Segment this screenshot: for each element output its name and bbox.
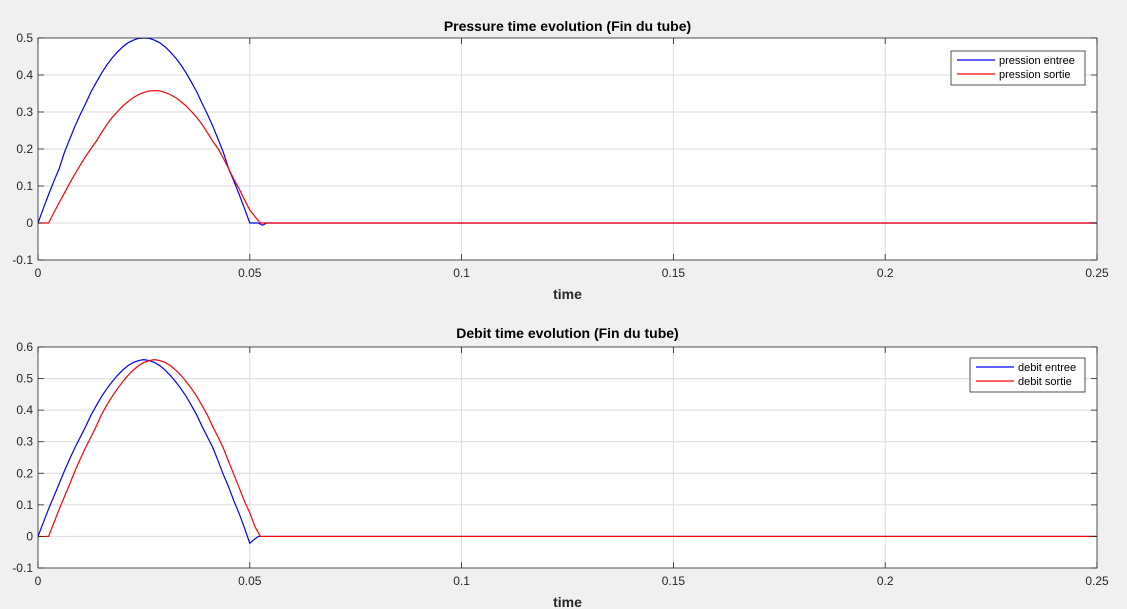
x-axis-label: time: [553, 286, 582, 302]
x-tick-label: 0.05: [238, 574, 262, 588]
y-tick-label: -0.1: [12, 561, 33, 575]
legend-box: [950, 50, 1086, 86]
y-tick-label: 0: [26, 216, 33, 230]
chart-2: 0 0.05 0.1 0.15 0.2 0.25-0.100.10.20.30.40.50…: [12, 325, 1109, 609]
y-tick-label: 0.1: [16, 498, 33, 512]
y-tick-label: 0.2: [16, 466, 33, 480]
x-tick-label: 0.15: [662, 574, 686, 588]
y-tick-label: -0.1: [12, 253, 33, 267]
x-axis-label: time: [553, 594, 582, 609]
y-tick-label: 0.2: [16, 142, 33, 156]
x-tick-label: 0.15: [662, 266, 686, 280]
y-tick-label: 0.5: [16, 372, 33, 386]
y-tick-label: 0: [26, 529, 33, 543]
y-tick-label: 0.3: [16, 435, 33, 449]
y-tick-label: 0.5: [16, 31, 33, 45]
plot-area: [38, 347, 1097, 568]
legend-box: [969, 357, 1086, 393]
x-tick-label: 0: [35, 574, 42, 588]
y-tick-label: 0.1: [16, 179, 33, 193]
series-line-pression-sortie: [38, 89, 1097, 224]
x-tick-label: 0.05: [238, 266, 262, 280]
chart-1: 0 0.05 0.1 0.15 0.2 0.25-0.100.10.20.30.40.5P…: [12, 18, 1109, 302]
y-tick-label: 0.4: [16, 68, 33, 82]
legend-entry: pression entree: [999, 55, 1075, 67]
y-tick-label: 0.3: [16, 105, 33, 119]
legend-entry: debit sortie: [1018, 376, 1072, 388]
x-tick-label: 0.25: [1085, 574, 1109, 588]
x-tick-label: 0.1: [453, 574, 470, 588]
series-line-debit-entree: [38, 359, 1097, 545]
chart-title: Debit time evolution (Fin du tube): [456, 325, 678, 341]
series-line-pression-entree: [38, 38, 1097, 226]
x-tick-label: 0: [35, 266, 42, 280]
x-tick-label: 0.1: [453, 266, 470, 280]
x-tick-label: 0.2: [877, 266, 894, 280]
legend-entry: debit entree: [1018, 362, 1076, 374]
legend: debit entree debit sortie: [969, 357, 1086, 393]
x-tick-label: 0.2: [877, 574, 894, 588]
y-tick-label: 0.6: [16, 340, 33, 354]
axes-frame: [37, 346, 1098, 569]
series-line-debit-sortie: [38, 359, 1097, 538]
legend: pression entree pression sortie: [950, 50, 1086, 86]
legend-entry: pression sortie: [999, 69, 1071, 81]
x-tick-label: 0.25: [1085, 266, 1109, 280]
y-tick-label: 0.4: [16, 403, 33, 417]
chart-title: Pressure time evolution (Fin du tube): [444, 18, 691, 34]
